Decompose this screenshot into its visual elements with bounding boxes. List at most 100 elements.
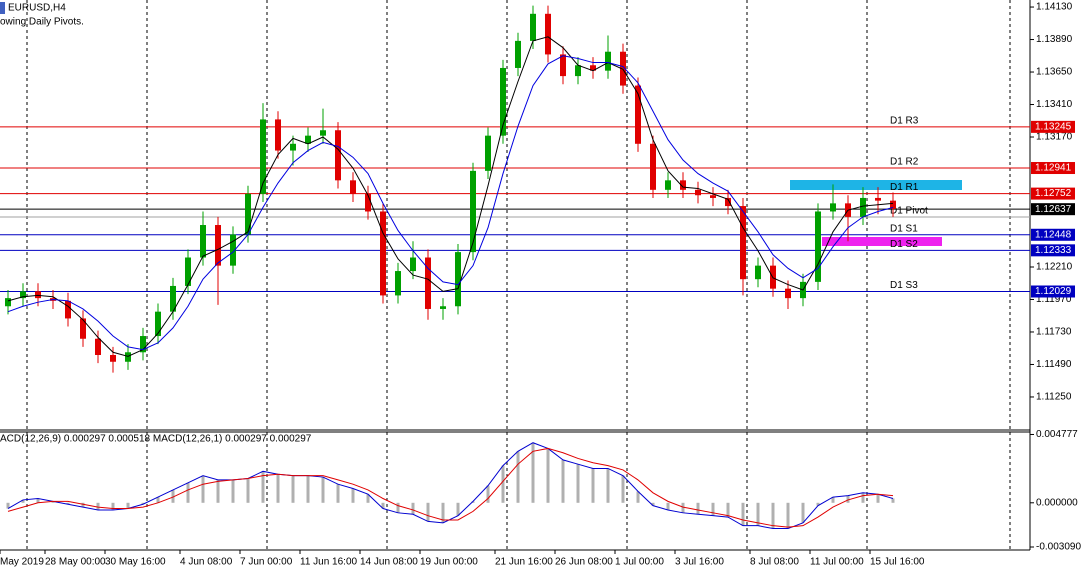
candle-body bbox=[200, 225, 206, 258]
chart-title: EURUSD,H4 bbox=[8, 3, 66, 14]
candle-body bbox=[485, 135, 491, 171]
price-label: 1.12448 bbox=[1035, 229, 1072, 240]
moving-average bbox=[7, 36, 894, 357]
x-tick-label: 11 Jun 16:00 bbox=[300, 557, 358, 568]
candle-body bbox=[155, 311, 161, 337]
candle-body bbox=[335, 130, 341, 181]
y-tick-label: 1.12210 bbox=[1036, 262, 1073, 273]
candle-body bbox=[470, 170, 476, 253]
price-label-box bbox=[1031, 244, 1075, 257]
candle-body bbox=[515, 40, 521, 68]
symbol-icon bbox=[0, 2, 5, 14]
candle-body bbox=[530, 13, 536, 41]
candle-body bbox=[605, 51, 611, 71]
candle-body bbox=[320, 130, 326, 136]
macd-label: ACD(12,26,9) 0.000297 0.000518 MACD(12,2… bbox=[0, 434, 312, 445]
price-label: 1.12333 bbox=[1035, 245, 1072, 256]
price-label-box bbox=[1031, 162, 1075, 175]
candle-body bbox=[305, 135, 311, 144]
grid bbox=[26, 0, 1011, 550]
candle-body bbox=[710, 195, 716, 198]
candle-body bbox=[755, 265, 761, 280]
price-label: 1.12029 bbox=[1035, 286, 1072, 297]
x-tick-label: May 2019 bbox=[0, 557, 44, 568]
y-tick-label: 1.13170 bbox=[1036, 132, 1073, 143]
x-tick-label: 15 Jul 16:00 bbox=[870, 557, 925, 568]
resistance-zone bbox=[790, 180, 962, 190]
x-tick-label: 19 Jun 00:00 bbox=[420, 557, 478, 568]
candle-body bbox=[275, 119, 281, 151]
candle-body bbox=[410, 257, 416, 272]
candle-body bbox=[890, 200, 896, 209]
price-label: 1.12752 bbox=[1035, 188, 1072, 199]
x-tick-label: 28 May 00:00 bbox=[45, 557, 106, 568]
x-tick-label: 1 Jul 00:00 bbox=[615, 557, 664, 568]
y-tick-label: 1.11490 bbox=[1036, 359, 1072, 370]
candle-body bbox=[185, 257, 191, 286]
level-name: D1 R2 bbox=[890, 157, 919, 168]
candle-body bbox=[650, 143, 656, 190]
y-tick-label: 0.000000 bbox=[1036, 497, 1078, 508]
candle-body bbox=[350, 180, 356, 194]
price-label-box bbox=[1031, 120, 1075, 133]
candle-body bbox=[635, 85, 641, 144]
candle-body bbox=[380, 211, 386, 296]
x-tick-label: 26 Jun 08:00 bbox=[555, 557, 613, 568]
y-tick-label: 1.13410 bbox=[1036, 99, 1073, 110]
candle-body bbox=[140, 336, 146, 353]
x-tick-label: 4 Jun 08:00 bbox=[180, 557, 233, 568]
level-name: D1 R1 bbox=[890, 182, 919, 193]
candle-body bbox=[110, 354, 116, 362]
candle-body bbox=[125, 352, 131, 362]
support-zone bbox=[822, 237, 942, 246]
level-name: D1 S1 bbox=[890, 223, 918, 234]
candle-body bbox=[455, 252, 461, 307]
candle-body bbox=[590, 65, 596, 71]
candle-body bbox=[725, 197, 731, 207]
x-tick-label: 21 Jun 16:00 bbox=[495, 557, 553, 568]
candle-body bbox=[95, 338, 101, 355]
candle-body bbox=[440, 306, 446, 309]
price-label: 1.12637 bbox=[1035, 204, 1072, 215]
candle-body bbox=[395, 271, 401, 296]
candle-body bbox=[425, 257, 431, 309]
level-name: D1 S3 bbox=[890, 280, 918, 291]
candle-body bbox=[80, 318, 86, 339]
y-tick-label: -0.003090 bbox=[1036, 542, 1081, 553]
candle-body bbox=[695, 189, 701, 196]
x-tick-label: 30 May 16:00 bbox=[105, 557, 166, 568]
candle-body bbox=[245, 193, 251, 235]
indicator-note: owing Daily Pivots. bbox=[0, 17, 84, 28]
x-tick-label: 8 Jul 08:00 bbox=[750, 557, 799, 568]
macd-line bbox=[7, 442, 894, 530]
candle-body bbox=[830, 203, 836, 212]
y-tick-label: 1.14130 bbox=[1036, 2, 1073, 13]
candle-body bbox=[20, 291, 26, 299]
x-tick-label: 14 Jun 08:00 bbox=[360, 557, 418, 568]
candle-body bbox=[740, 206, 746, 280]
y-tick-label: 0.004777 bbox=[1036, 429, 1078, 440]
price-label-box bbox=[1031, 285, 1075, 298]
price-label: 1.12941 bbox=[1035, 163, 1072, 174]
candle-body bbox=[815, 211, 821, 282]
candle-body bbox=[875, 197, 881, 201]
candle-body bbox=[215, 225, 221, 266]
candle-body bbox=[35, 291, 41, 299]
y-tick-label: 1.11970 bbox=[1036, 294, 1072, 305]
price-label-box bbox=[1031, 228, 1075, 241]
y-tick-label: 1.13890 bbox=[1036, 34, 1073, 45]
candle-body bbox=[620, 51, 626, 86]
level-name: D1 S2 bbox=[890, 239, 918, 250]
candle-body bbox=[680, 180, 686, 190]
macd-line bbox=[7, 447, 894, 528]
candle-body bbox=[5, 298, 11, 307]
candle-body bbox=[575, 65, 581, 77]
x-tick-label: 11 Jul 00:00 bbox=[810, 557, 864, 568]
y-tick-label: 1.11250 bbox=[1036, 392, 1072, 403]
x-tick-label: 7 Jun 00:00 bbox=[240, 557, 293, 568]
candle-body bbox=[365, 193, 371, 212]
level-name: D1 Pivot bbox=[890, 206, 928, 217]
candle-body bbox=[290, 143, 296, 151]
candle-body bbox=[665, 180, 671, 190]
